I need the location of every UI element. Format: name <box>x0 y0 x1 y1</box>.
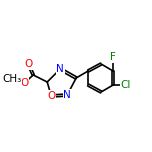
Text: N: N <box>56 64 64 74</box>
Text: O: O <box>47 91 55 101</box>
Text: O: O <box>20 78 28 88</box>
Text: N: N <box>63 90 71 100</box>
Text: Cl: Cl <box>121 80 131 90</box>
Text: O: O <box>24 59 32 69</box>
Text: CH₃: CH₃ <box>3 74 22 84</box>
Text: F: F <box>110 52 116 62</box>
Text: O: O <box>24 59 32 69</box>
